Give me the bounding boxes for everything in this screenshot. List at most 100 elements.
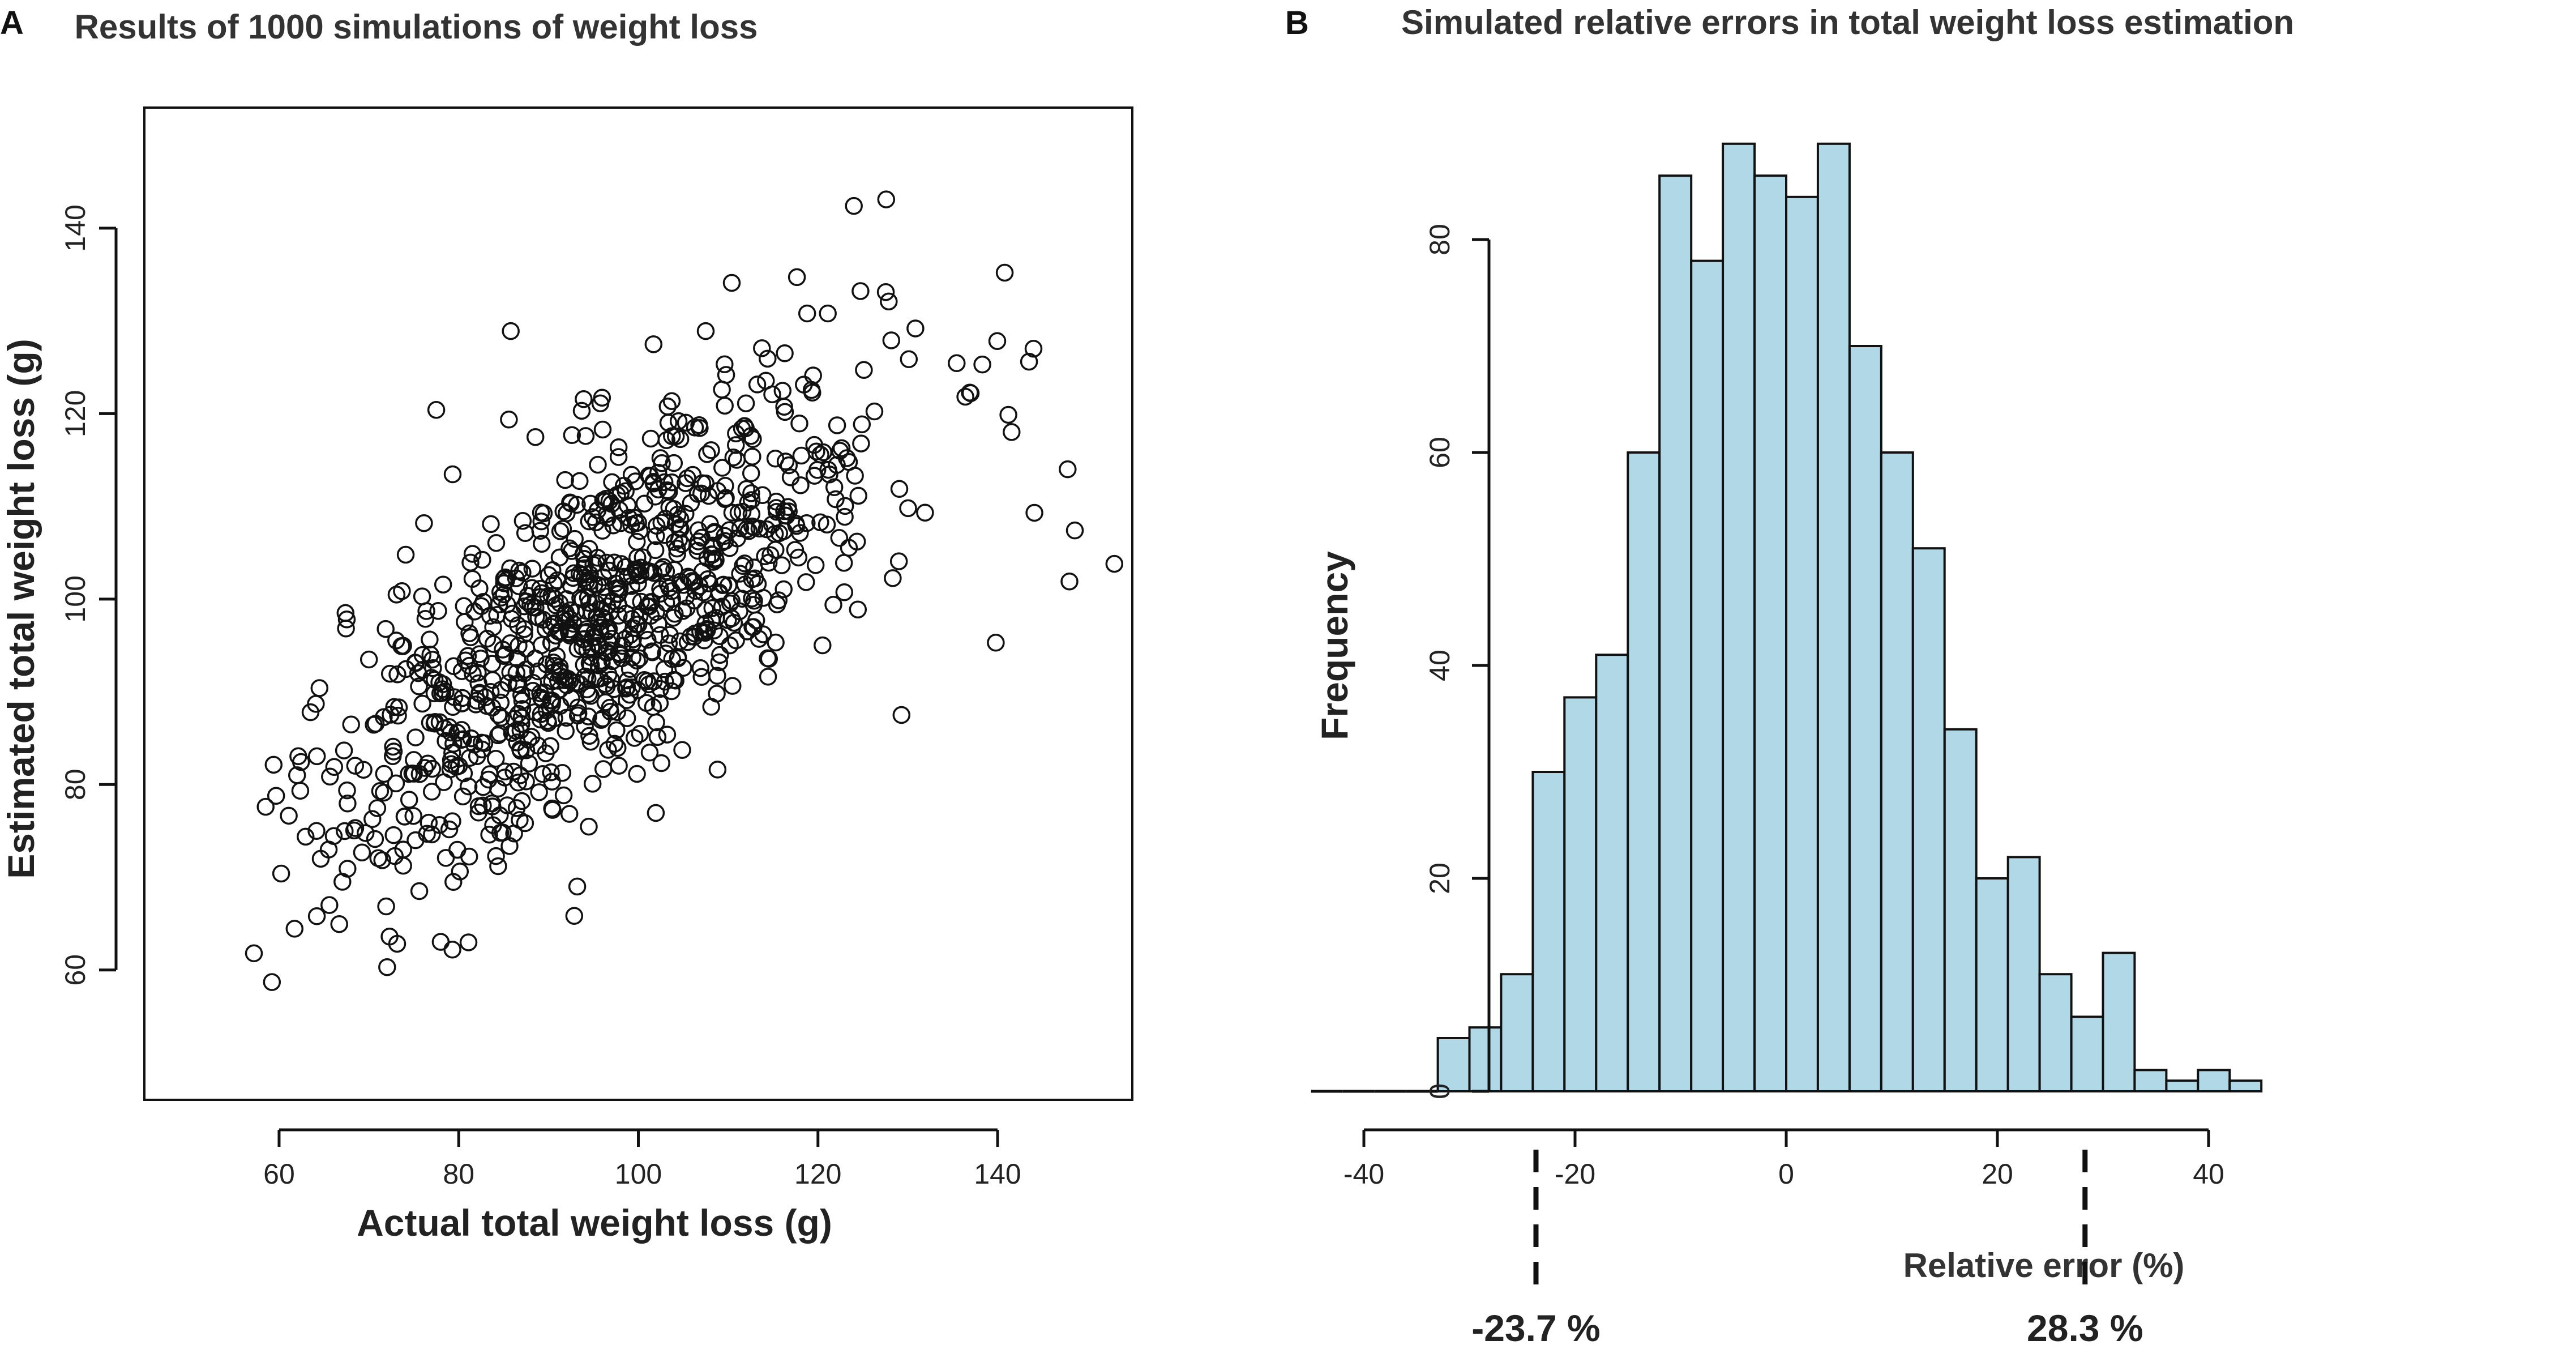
data-point	[995, 263, 1014, 282]
data-point	[380, 664, 399, 683]
data-point	[463, 545, 482, 563]
data-point	[495, 769, 514, 787]
data-point	[543, 695, 561, 714]
data-point	[840, 539, 858, 557]
data-point	[758, 520, 776, 539]
data-point	[531, 684, 549, 702]
data-point	[568, 877, 587, 896]
data-point	[443, 940, 461, 959]
data-point	[666, 427, 685, 446]
data-point	[427, 401, 446, 419]
data-point	[716, 355, 734, 373]
data-point	[285, 920, 304, 938]
data-point	[468, 691, 486, 710]
data-point	[804, 366, 822, 385]
data-point	[652, 514, 670, 532]
x-tick-label: 20	[1982, 1158, 2013, 1190]
scatter-points	[245, 190, 1124, 991]
data-point	[272, 864, 290, 883]
data-point	[495, 570, 513, 588]
data-point	[584, 556, 602, 574]
data-point	[325, 758, 344, 776]
data-point	[700, 574, 718, 592]
data-point	[489, 857, 507, 876]
data-point	[759, 668, 777, 686]
data-point	[510, 637, 528, 655]
data-point	[828, 416, 846, 434]
y-tick-label: 60	[1424, 437, 1456, 468]
data-point	[776, 344, 794, 362]
data-point	[256, 797, 275, 816]
data-point	[773, 556, 791, 574]
data-point	[629, 566, 648, 584]
data-point	[376, 620, 395, 638]
data-point	[330, 915, 348, 933]
x-tick-label: 140	[974, 1158, 1021, 1190]
data-point	[655, 660, 674, 678]
data-point	[583, 508, 602, 526]
data-point	[678, 469, 696, 488]
data-point	[444, 873, 463, 891]
data-point	[716, 396, 734, 415]
data-point	[791, 476, 810, 494]
data-point	[574, 638, 592, 656]
data-point	[617, 482, 635, 501]
data-point	[768, 502, 786, 521]
data-point	[461, 553, 480, 572]
data-point	[537, 701, 556, 720]
data-point	[674, 659, 692, 677]
data-point	[702, 545, 721, 563]
data-point	[621, 660, 639, 678]
data-point	[530, 783, 548, 801]
data-point	[469, 797, 488, 816]
data-point	[840, 453, 858, 471]
data-point	[956, 387, 974, 406]
data-point	[483, 698, 502, 716]
data-point	[405, 751, 423, 769]
histogram-bar	[1911, 547, 1946, 1092]
data-point	[713, 597, 731, 616]
data-point	[1003, 423, 1021, 441]
data-point	[797, 573, 815, 591]
data-point	[423, 759, 442, 778]
data-point	[503, 724, 521, 742]
data-point	[646, 488, 665, 506]
data-point	[572, 402, 591, 420]
data-point	[617, 604, 635, 623]
data-point	[410, 677, 428, 695]
data-point	[557, 708, 576, 727]
data-point	[742, 505, 761, 523]
histogram-bar	[2006, 856, 2041, 1093]
data-point	[707, 551, 725, 569]
data-point	[581, 687, 600, 705]
data-point	[469, 674, 487, 693]
data-point	[659, 413, 678, 432]
data-point	[1024, 339, 1043, 358]
data-point	[641, 429, 660, 448]
data-point	[824, 596, 842, 614]
data-point	[629, 513, 647, 532]
x-tick-label: 120	[794, 1158, 841, 1190]
histogram-bar	[2133, 1069, 2168, 1093]
data-point	[513, 792, 531, 810]
data-point	[452, 731, 470, 749]
data-point	[389, 706, 407, 725]
data-point	[434, 575, 452, 594]
data-point	[489, 726, 507, 745]
data-point	[628, 532, 646, 551]
data-point	[263, 973, 281, 991]
data-point	[583, 775, 602, 793]
data-point	[563, 542, 581, 560]
data-point	[415, 514, 433, 532]
data-point	[505, 710, 524, 728]
x-tick-label: -40	[1343, 1158, 1384, 1190]
data-point	[515, 625, 533, 643]
data-point	[571, 472, 589, 490]
data-point	[631, 725, 649, 743]
data-point	[609, 438, 628, 456]
data-point	[387, 774, 405, 793]
data-point	[605, 553, 623, 572]
data-point	[892, 706, 911, 724]
data-point	[814, 636, 832, 655]
y-tick-label: 0	[1424, 1083, 1456, 1099]
